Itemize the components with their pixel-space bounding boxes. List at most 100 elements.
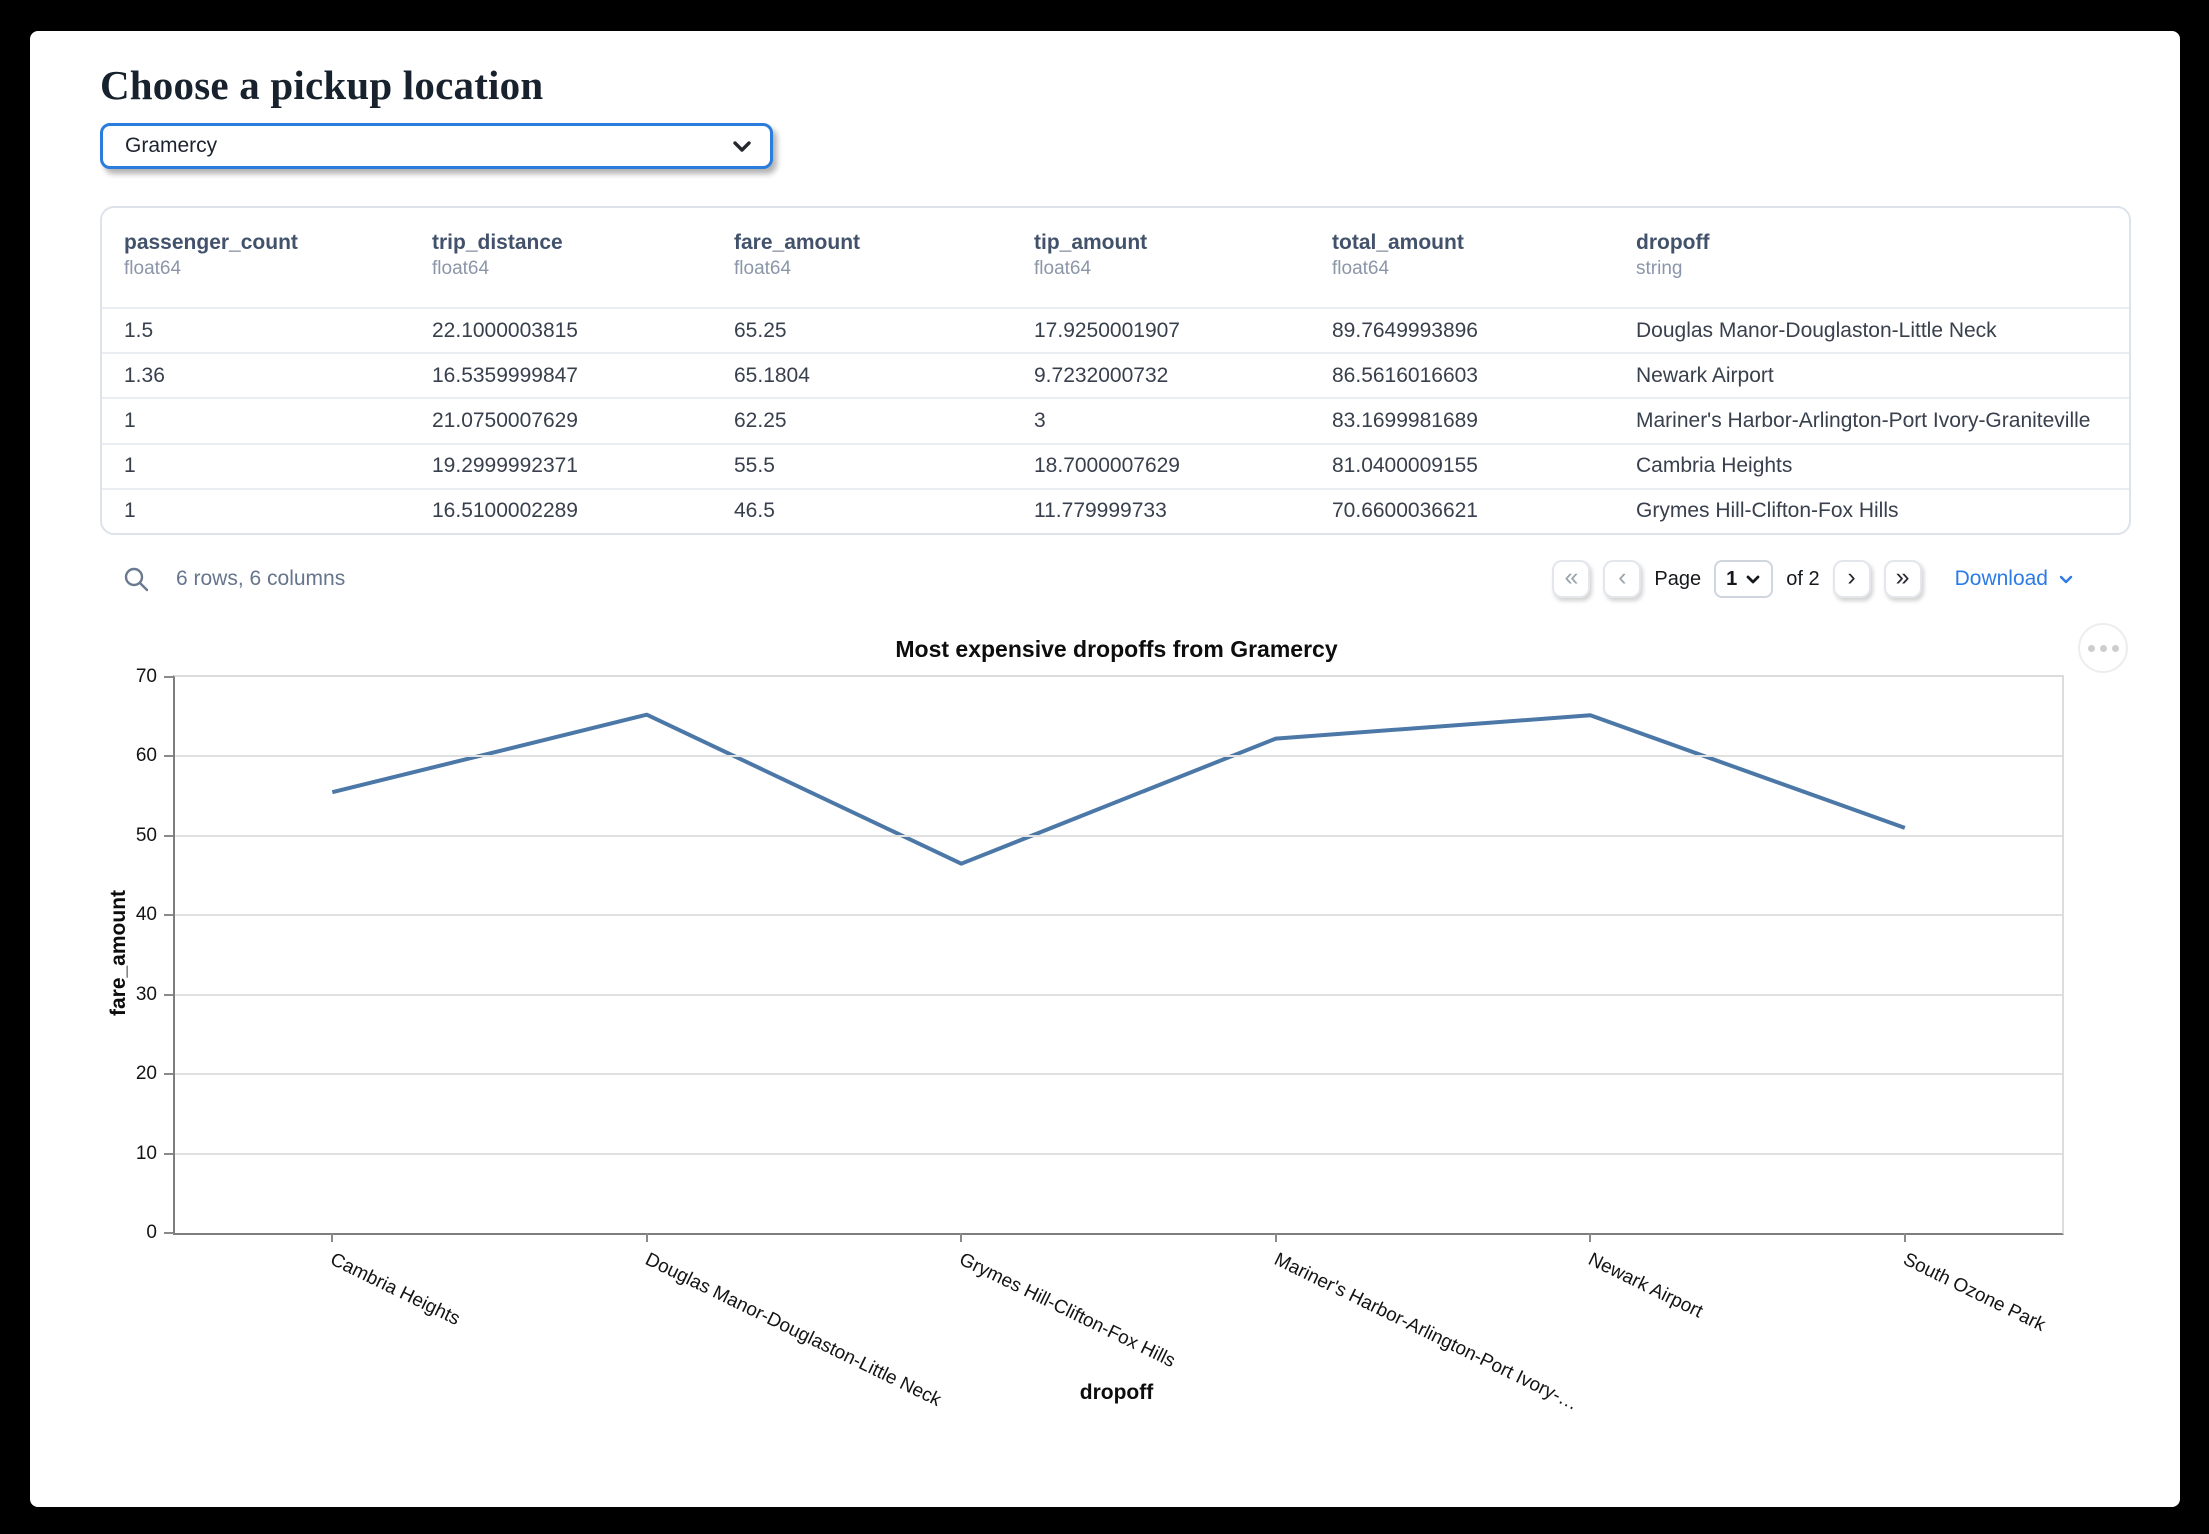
x-tick-mark bbox=[960, 1233, 963, 1242]
table-row: 1 21.0750007629 62.25 3 83.1699981689 Ma… bbox=[102, 397, 2129, 442]
y-tick-label: 50 bbox=[135, 824, 157, 846]
download-button[interactable]: Download bbox=[1949, 566, 2081, 592]
cell-passenger-count: 1.5 bbox=[124, 318, 154, 342]
cell-fare-amount: 62.25 bbox=[734, 408, 787, 432]
column-header-passenger-count[interactable]: passenger_count float64 bbox=[124, 231, 298, 280]
cell-fare-amount: 65.25 bbox=[734, 318, 787, 342]
page-label: Page bbox=[1654, 567, 1702, 590]
cell-passenger-count: 1 bbox=[124, 499, 136, 523]
cell-trip-distance: 22.1000003815 bbox=[432, 318, 578, 342]
gridline bbox=[175, 993, 2062, 996]
y-tick-mark bbox=[164, 755, 173, 758]
table-row: 1.5 22.1000003815 65.25 17.9250001907 89… bbox=[102, 307, 2129, 352]
cell-trip-distance: 16.5359999847 bbox=[432, 363, 578, 387]
x-tick-label: Cambria Heights bbox=[327, 1249, 464, 1330]
table-row: 1.36 16.5359999847 65.1804 9.7232000732 … bbox=[102, 352, 2129, 397]
x-tick-label: Mariner's Harbor-Arlington-Port Ivory-… bbox=[1270, 1249, 1581, 1415]
x-tick-mark bbox=[1589, 1233, 1592, 1242]
cell-trip-distance: 19.2999992371 bbox=[432, 454, 578, 478]
x-tick-mark bbox=[1903, 1233, 1906, 1242]
cell-tip-amount: 17.9250001907 bbox=[1034, 318, 1180, 342]
cell-dropoff: Grymes Hill-Clifton-Fox Hills bbox=[1636, 499, 1899, 523]
cell-total-amount: 70.6600036621 bbox=[1332, 499, 1478, 523]
table-row: 1 19.2999992371 55.5 18.7000007629 81.04… bbox=[102, 442, 2129, 488]
cell-passenger-count: 1 bbox=[124, 454, 136, 478]
x-tick-mark bbox=[1274, 1233, 1277, 1242]
y-tick-label: 30 bbox=[135, 983, 157, 1005]
cell-fare-amount: 65.1804 bbox=[734, 363, 810, 387]
x-axis-title: dropoff bbox=[1079, 1381, 1154, 1404]
y-tick-mark bbox=[164, 1232, 173, 1234]
y-tick-label: 70 bbox=[135, 666, 157, 687]
y-tick-label: 60 bbox=[135, 745, 157, 767]
y-axis-title: fare_amount bbox=[107, 889, 130, 1017]
chevron-down-icon bbox=[2057, 570, 2075, 588]
chart-title: Most expensive dropoffs from Gramercy bbox=[895, 636, 1338, 662]
y-tick-mark bbox=[164, 914, 173, 917]
cell-dropoff: Newark Airport bbox=[1636, 363, 1774, 387]
column-header-trip-distance[interactable]: trip_distance float64 bbox=[432, 231, 563, 280]
cell-fare-amount: 55.5 bbox=[734, 454, 775, 478]
cell-tip-amount: 11.779999733 bbox=[1034, 499, 1167, 523]
chart-menu-button[interactable] bbox=[2078, 623, 2128, 673]
cell-dropoff: Cambria Heights bbox=[1636, 454, 1793, 478]
column-header-dropoff[interactable]: dropoff string bbox=[1636, 231, 1710, 280]
x-tick-label: Douglas Manor-Douglaston-Little Neck bbox=[641, 1249, 945, 1411]
gridline bbox=[175, 914, 2062, 917]
search-button[interactable] bbox=[122, 565, 150, 593]
y-tick-mark bbox=[164, 834, 173, 837]
gridline bbox=[175, 1152, 2062, 1155]
ellipsis-icon bbox=[2087, 644, 2095, 652]
page-total-label: of 2 bbox=[1786, 567, 1820, 590]
column-header-fare-amount[interactable]: fare_amount float64 bbox=[734, 231, 861, 280]
last-page-button[interactable]: » bbox=[1883, 560, 1922, 598]
gridline bbox=[175, 755, 2062, 758]
app-panel: Choose a pickup location Gramercy passen… bbox=[30, 31, 2180, 1507]
gridline bbox=[175, 834, 2062, 837]
x-tick-label: Newark Airport bbox=[1585, 1249, 1707, 1323]
x-tick-mark bbox=[331, 1233, 334, 1242]
cell-dropoff: Douglas Manor-Douglaston-Little Neck bbox=[1636, 318, 1997, 342]
search-icon bbox=[122, 565, 150, 593]
y-tick-mark bbox=[164, 676, 173, 678]
fare-line-svg bbox=[331, 712, 1906, 866]
pickup-location-value: Gramercy bbox=[125, 134, 218, 157]
table-header-row: passenger_count float64 trip_distance fl… bbox=[102, 208, 2129, 307]
table-status: 6 rows, 6 columns bbox=[176, 567, 346, 590]
cell-passenger-count: 1.36 bbox=[124, 363, 165, 387]
column-header-total-amount[interactable]: total_amount float64 bbox=[1332, 231, 1464, 280]
cell-trip-distance: 16.5100002289 bbox=[432, 499, 578, 523]
page-number-select[interactable]: 1 bbox=[1714, 560, 1774, 598]
y-tick-label: 0 bbox=[146, 1222, 157, 1243]
y-tick-label: 10 bbox=[135, 1142, 157, 1164]
y-tick-mark bbox=[164, 1152, 173, 1155]
first-page-button[interactable]: « bbox=[1552, 560, 1591, 598]
cell-total-amount: 86.5616016603 bbox=[1332, 363, 1478, 387]
cell-tip-amount: 3 bbox=[1034, 408, 1046, 432]
cell-tip-amount: 18.7000007629 bbox=[1034, 454, 1180, 478]
x-tick-mark bbox=[645, 1233, 648, 1242]
cell-dropoff: Mariner's Harbor-Arlington-Port Ivory-Gr… bbox=[1636, 408, 2091, 432]
cell-trip-distance: 21.0750007629 bbox=[432, 408, 578, 432]
x-tick-label: South Ozone Park bbox=[1899, 1249, 2049, 1336]
gridline bbox=[175, 1073, 2062, 1076]
cell-total-amount: 83.1699981689 bbox=[1332, 408, 1478, 432]
cell-fare-amount: 46.5 bbox=[734, 499, 775, 523]
column-header-tip-amount[interactable]: tip_amount float64 bbox=[1034, 231, 1148, 280]
chevron-down-icon bbox=[730, 134, 754, 158]
table-row: 1 16.5100002289 46.5 11.779999733 70.660… bbox=[102, 487, 2129, 533]
cell-passenger-count: 1 bbox=[124, 408, 136, 432]
y-tick-mark bbox=[164, 1073, 173, 1076]
fare-line bbox=[331, 712, 1906, 866]
cell-tip-amount: 9.7232000732 bbox=[1034, 363, 1169, 387]
cell-total-amount: 81.0400009155 bbox=[1332, 454, 1478, 478]
chevron-down-icon bbox=[1745, 571, 1761, 587]
table-footer: 6 rows, 6 columns « ‹ Page 1 of 2 › » Do… bbox=[100, 551, 2131, 607]
x-tick-label: Grymes Hill-Clifton-Fox Hills bbox=[956, 1249, 1179, 1372]
previous-page-button[interactable]: ‹ bbox=[1603, 560, 1642, 598]
y-tick-label: 40 bbox=[135, 904, 157, 926]
y-tick-mark bbox=[164, 993, 173, 996]
next-page-button[interactable]: › bbox=[1832, 560, 1871, 598]
cell-total-amount: 89.7649993896 bbox=[1332, 318, 1478, 342]
pickup-location-select[interactable]: Gramercy bbox=[100, 123, 773, 169]
